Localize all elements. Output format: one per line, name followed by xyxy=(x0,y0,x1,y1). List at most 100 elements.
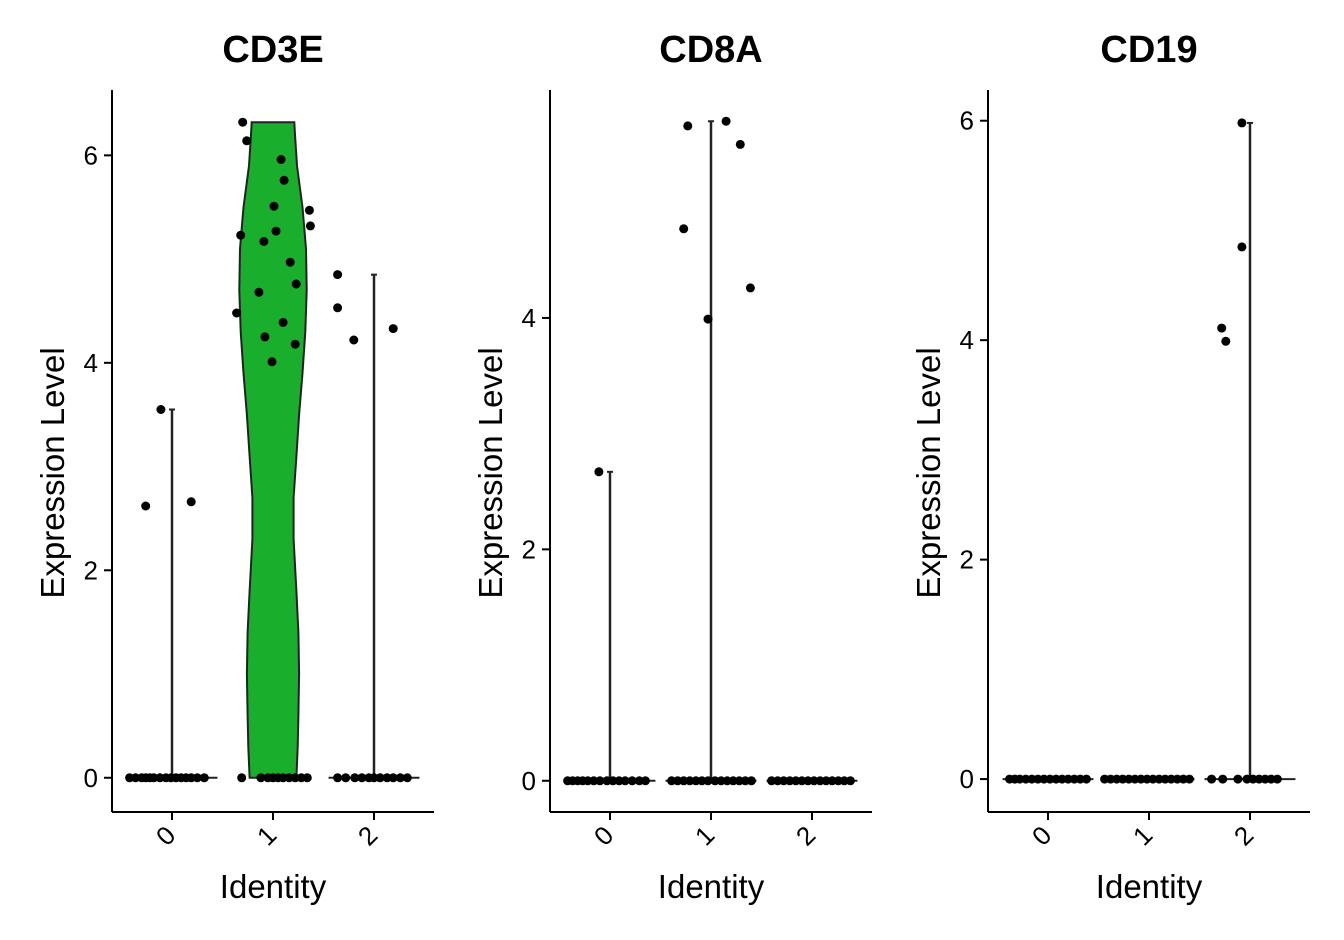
data-point xyxy=(302,773,312,783)
data-point xyxy=(388,773,398,783)
data-point xyxy=(237,773,247,783)
data-point xyxy=(304,205,314,215)
data-point xyxy=(375,773,385,783)
panel-cd8a: CD8A 0 2 4 0 1 2 Identity Expression Level xyxy=(472,29,872,905)
data-point xyxy=(1272,774,1282,784)
x-axis-title: Identity xyxy=(1096,868,1203,905)
data-point xyxy=(260,332,270,342)
y-tick-label: 2 xyxy=(84,555,98,585)
data-point xyxy=(1217,323,1227,333)
x-tick-label: 2 xyxy=(352,820,383,851)
group-1 xyxy=(665,116,757,786)
data-point xyxy=(141,501,151,511)
data-point xyxy=(395,773,405,783)
data-point xyxy=(279,175,289,185)
data-point xyxy=(845,776,855,786)
x-tick-label: 1 xyxy=(1127,820,1158,851)
x-tick-label: 2 xyxy=(790,820,821,851)
data-point xyxy=(271,226,281,236)
x-axis-title: Identity xyxy=(220,868,327,905)
data-point xyxy=(333,773,343,783)
group-0 xyxy=(563,467,656,786)
y-tick-label: 2 xyxy=(960,545,974,575)
y-tick-label: 0 xyxy=(522,766,536,796)
panel-title: CD3E xyxy=(222,29,323,71)
violin-body xyxy=(238,121,308,779)
data-point xyxy=(199,773,209,783)
data-point xyxy=(721,116,731,126)
data-point xyxy=(683,121,693,131)
data-point xyxy=(746,776,756,786)
group-0 xyxy=(1002,774,1094,784)
y-axis-title: Expression Level xyxy=(910,347,947,598)
data-point xyxy=(305,221,315,231)
y-tick-label: 4 xyxy=(960,325,974,355)
data-point xyxy=(745,283,755,293)
data-point xyxy=(269,201,279,211)
data-point xyxy=(341,773,351,783)
y-tick-label: 0 xyxy=(960,764,974,794)
data-point xyxy=(290,339,300,349)
y-tick-label: 6 xyxy=(84,140,98,170)
data-point xyxy=(267,357,277,367)
x-tick-label: 2 xyxy=(1228,820,1259,851)
data-point xyxy=(703,314,713,324)
panel-cd3e: CD3E 0 2 4 6 0 1 2 Identity Expression Level xyxy=(34,29,434,905)
group-2 xyxy=(1204,118,1296,784)
data-point xyxy=(1237,242,1247,252)
data-point xyxy=(1221,336,1231,346)
group-1 xyxy=(232,117,315,783)
data-point xyxy=(620,776,630,786)
data-point xyxy=(388,324,398,334)
group-2 xyxy=(328,270,420,783)
data-point xyxy=(349,335,359,345)
data-point xyxy=(238,117,248,127)
y-axis-title: Expression Level xyxy=(34,347,71,598)
data-point xyxy=(192,773,202,783)
x-tick-label: 0 xyxy=(588,820,619,851)
data-point xyxy=(276,155,286,164)
data-point xyxy=(1184,774,1194,784)
data-point xyxy=(256,773,266,783)
x-tick-label: 0 xyxy=(150,820,181,851)
data-point xyxy=(186,497,196,507)
data-point xyxy=(703,776,713,786)
data-point xyxy=(232,308,242,318)
panel-title: CD8A xyxy=(659,29,762,71)
data-point xyxy=(357,773,367,783)
data-point xyxy=(679,224,689,234)
data-point xyxy=(735,139,745,149)
data-point xyxy=(333,303,343,313)
data-point xyxy=(1237,118,1247,128)
data-point xyxy=(285,257,295,267)
data-point xyxy=(594,467,604,477)
group-0 xyxy=(125,405,218,783)
panel-cd19: CD19 0 2 4 6 0 1 2 Identity Expression Level xyxy=(910,29,1310,905)
y-tick-label: 6 xyxy=(960,106,974,136)
y-tick-label: 0 xyxy=(84,763,98,793)
group-1 xyxy=(1100,774,1195,784)
y-axis-title: Expression Level xyxy=(472,347,509,598)
group-2 xyxy=(766,776,858,786)
x-axis-title: Identity xyxy=(658,868,765,905)
y-tick-label: 4 xyxy=(522,303,536,333)
data-point xyxy=(1233,774,1243,784)
data-point xyxy=(1218,774,1228,784)
y-tick-label: 2 xyxy=(522,534,536,564)
data-point xyxy=(291,279,301,289)
data-point xyxy=(627,776,637,786)
data-point xyxy=(640,776,650,786)
data-point xyxy=(242,136,252,146)
data-point xyxy=(350,773,360,783)
panel-title: CD19 xyxy=(1100,29,1197,71)
data-point xyxy=(1081,774,1091,784)
data-point xyxy=(236,230,246,240)
x-tick-label: 1 xyxy=(689,820,720,851)
y-tick-label: 4 xyxy=(84,348,98,378)
data-point xyxy=(259,237,269,246)
data-point xyxy=(278,317,288,327)
data-point xyxy=(1207,774,1217,784)
x-tick-label: 1 xyxy=(251,820,282,851)
data-point xyxy=(595,776,605,786)
